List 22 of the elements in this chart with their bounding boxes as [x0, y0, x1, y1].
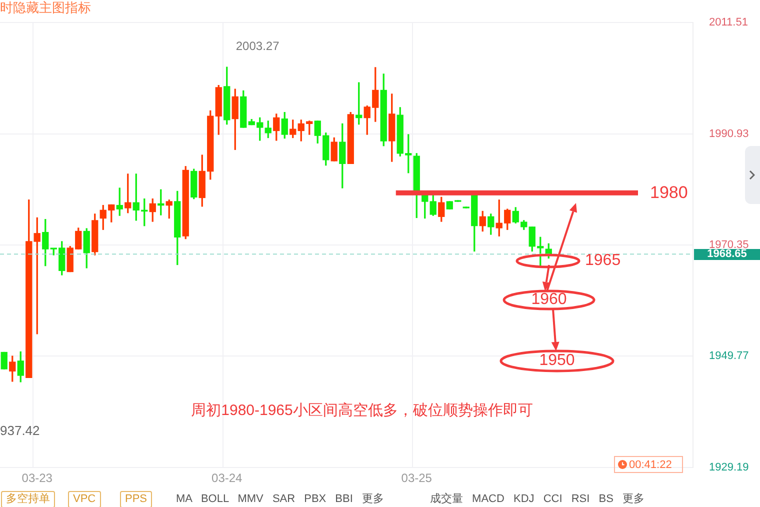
text: MA BOLL MMV SAR PBX BBI 更多: [176, 493, 384, 505]
annotation: 00:41:22: [629, 458, 672, 470]
y-tick-label: 1990.93: [709, 128, 749, 140]
annotation: 937.42: [0, 423, 40, 438]
y-tick-label: 1949.77: [709, 350, 749, 362]
annotation: 1950: [539, 352, 575, 369]
annotation: 1965: [585, 252, 621, 269]
text: 成交量 MACD KDJ CCI RSI BS 更多: [430, 493, 644, 505]
annotation: 周初1980-1965小区间高空低多，破位顺势操作即可: [191, 402, 533, 419]
y-tick-label: 2011.51: [709, 16, 748, 29]
annotation: 1960: [531, 291, 567, 308]
text: 时隐藏主图指标: [0, 0, 91, 15]
x-tick-label: 03-25: [401, 470, 432, 485]
x-tick-label: 03-23: [22, 470, 53, 485]
text: 多空持单: [1, 491, 55, 507]
y-tick-label: 1929.19: [709, 461, 749, 474]
ref-line-label: 1968.65: [694, 248, 760, 260]
x-tick-label: 03-24: [212, 470, 243, 485]
text: PPS: [120, 491, 152, 507]
ref-line-label: 1980: [650, 182, 688, 202]
annotation: 2003.27: [236, 39, 280, 53]
text: VPC: [68, 491, 101, 507]
